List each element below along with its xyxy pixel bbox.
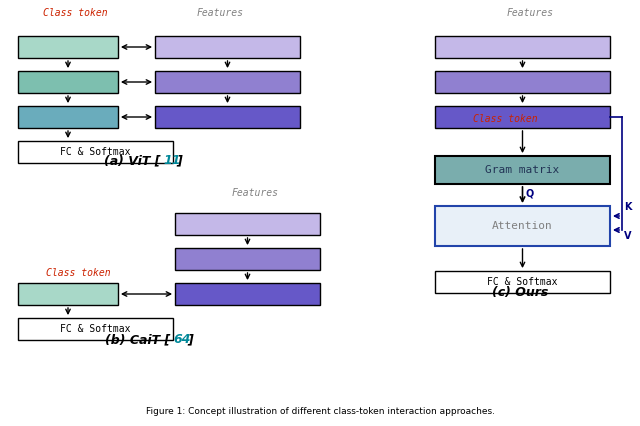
Bar [435,206,610,246]
Bar [435,271,610,293]
Bar [18,318,173,340]
Text: FC & Softmax: FC & Softmax [487,277,557,287]
Text: V: V [624,231,632,241]
Text: Gram matrix: Gram matrix [485,165,559,175]
Text: Class token: Class token [473,114,538,124]
Text: (b) CaiT [: (b) CaiT [ [105,333,170,346]
Text: Class token: Class token [45,268,110,278]
Text: Features: Features [232,188,278,198]
Bar [18,106,118,128]
Bar [18,141,173,163]
Bar [435,106,610,128]
Text: Features: Features [196,8,243,18]
Text: Figure 1: Concept illustration of different class-token interaction approaches.: Figure 1: Concept illustration of differ… [145,407,495,416]
Text: Features: Features [506,8,554,18]
Bar [435,71,610,93]
Bar [175,283,320,305]
Bar [175,213,320,235]
Text: 64: 64 [173,333,191,346]
Text: (c) Ours: (c) Ours [492,286,548,299]
Text: (a) ViT [: (a) ViT [ [104,154,160,167]
Bar [175,248,320,270]
Bar [435,36,610,58]
Text: FC & Softmax: FC & Softmax [60,324,131,334]
Text: K: K [624,202,632,212]
Text: Class token: Class token [43,8,108,18]
Text: ]: ] [187,333,193,346]
Bar [18,71,118,93]
Text: Q: Q [525,189,534,199]
Bar [18,283,118,305]
Text: FC & Softmax: FC & Softmax [60,147,131,157]
Bar [155,71,300,93]
Bar [435,156,610,184]
Bar [155,106,300,128]
Bar [18,36,118,58]
Text: 11: 11 [163,154,180,167]
Text: ]: ] [176,154,182,167]
Text: Attention: Attention [492,221,553,231]
Bar [155,36,300,58]
